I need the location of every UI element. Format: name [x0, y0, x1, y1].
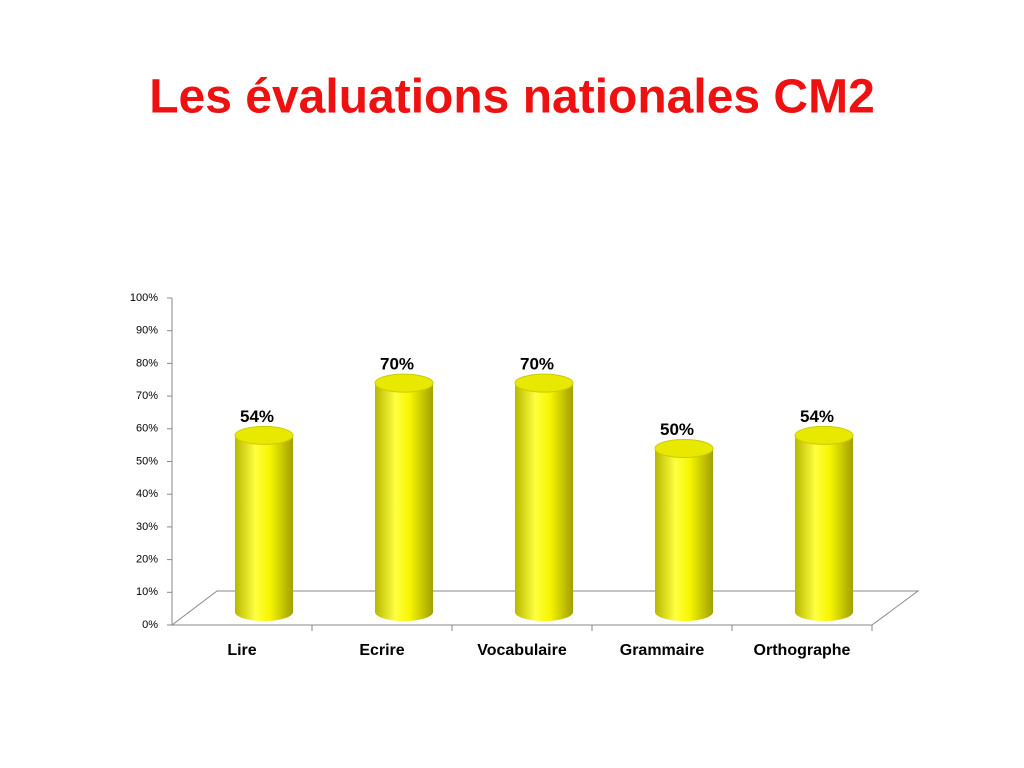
x-tick-label: Ecrire — [359, 642, 404, 659]
y-tick-label: 70% — [136, 390, 158, 402]
chart-title: Les évaluations nationales CM2 — [149, 71, 875, 124]
x-tick-label: Lire — [227, 642, 256, 659]
bar-top — [234, 425, 294, 445]
bar-top — [514, 373, 574, 393]
value-label: 50% — [660, 420, 694, 439]
y-tick-label: 40% — [136, 488, 158, 500]
bar — [235, 435, 293, 621]
bar — [515, 383, 573, 621]
y-tick-label: 100% — [130, 292, 158, 304]
y-tick-label: 60% — [136, 423, 158, 435]
x-tick-label: Orthographe — [754, 642, 851, 659]
value-label: 54% — [800, 407, 834, 426]
y-tick-label: 90% — [136, 325, 158, 337]
value-label: 54% — [240, 407, 274, 426]
bar — [375, 383, 433, 621]
y-tick-label: 50% — [136, 455, 158, 467]
value-label: 70% — [380, 355, 414, 374]
bar-top — [794, 425, 854, 445]
value-label: 70% — [520, 355, 554, 374]
bar — [795, 435, 853, 621]
x-tick-label: Vocabulaire — [477, 642, 567, 659]
bar-top — [654, 439, 714, 458]
y-tick-label: 30% — [136, 521, 158, 533]
bar — [655, 448, 713, 621]
y-tick-label: 20% — [136, 554, 158, 566]
y-tick-label: 10% — [136, 586, 158, 598]
y-tick-label: 0% — [142, 619, 158, 631]
bar-top — [374, 373, 434, 393]
y-tick-label: 80% — [136, 357, 158, 369]
x-tick-label: Grammaire — [620, 642, 705, 659]
